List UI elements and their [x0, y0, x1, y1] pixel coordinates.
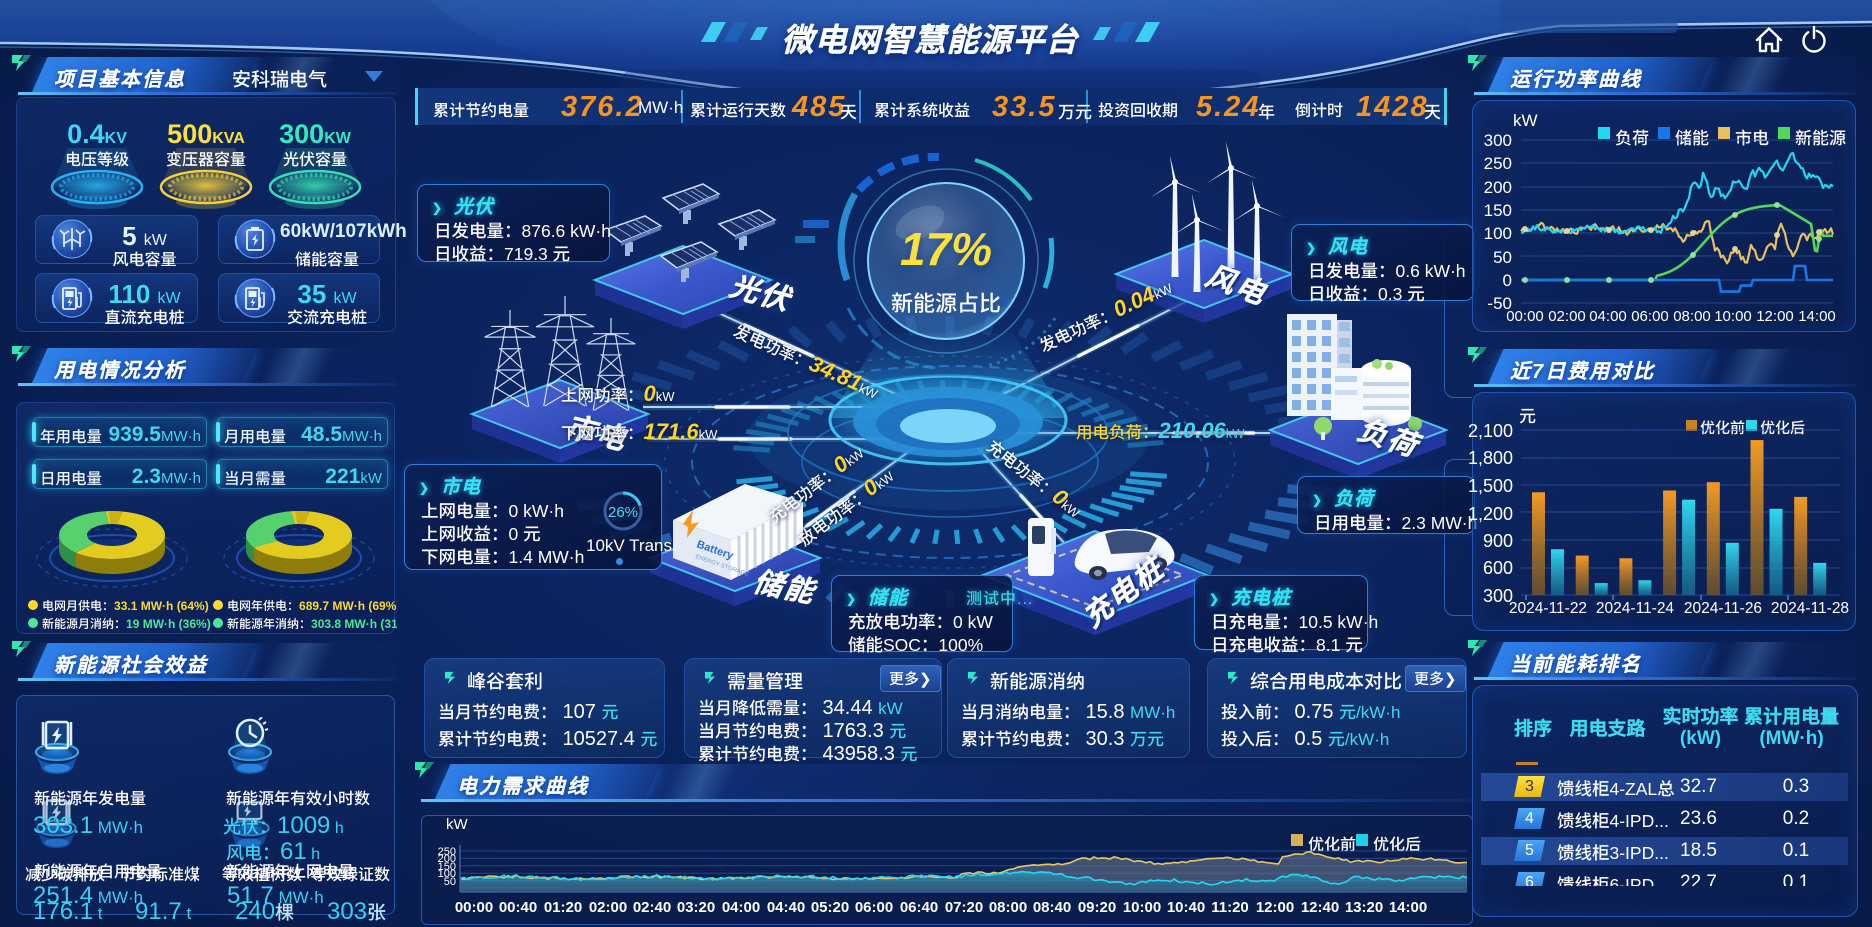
svg-text:微电网智慧能源平台: 微电网智慧能源平台	[781, 22, 1080, 58]
svg-text:26%: 26%	[608, 504, 638, 521]
